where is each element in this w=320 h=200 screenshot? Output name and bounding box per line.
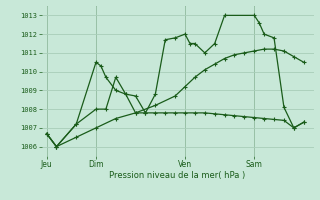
X-axis label: Pression niveau de la mer( hPa ): Pression niveau de la mer( hPa ): [109, 171, 246, 180]
